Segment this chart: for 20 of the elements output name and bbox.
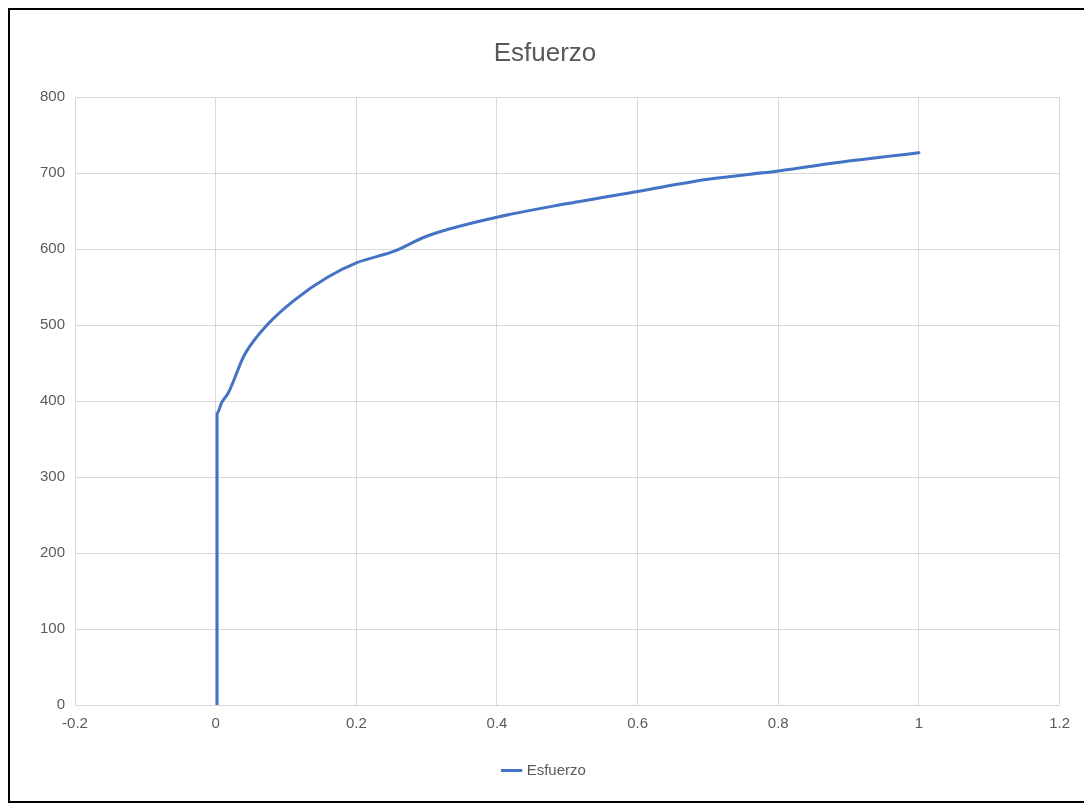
y-tick-label: 800: [40, 87, 66, 105]
y-tick-label: 700: [40, 163, 66, 181]
y-tick-label: 0: [56, 695, 66, 713]
y-tick-label: 400: [40, 391, 66, 409]
chart-title: Esfuerzo: [493, 36, 597, 67]
x-tick-label: 1.2: [1049, 714, 1070, 732]
x-tick-label: 0.6: [627, 714, 649, 732]
x-tick-label: 1: [914, 714, 924, 732]
x-tick-label: 0.4: [486, 714, 508, 732]
y-tick-label: 200: [40, 543, 66, 561]
legend-label: Esfuerzo: [526, 760, 586, 778]
x-tick-label: -0.2: [62, 714, 88, 732]
y-tick-label: 600: [40, 239, 66, 257]
x-tick-label: 0.2: [345, 714, 367, 732]
x-tick-label: 0.8: [767, 714, 789, 732]
y-tick-label: 100: [40, 619, 66, 637]
line-series: [215, 151, 921, 705]
y-tick-label: 500: [40, 315, 66, 333]
x-tick-label: 0: [211, 714, 220, 732]
y-tick-label: 300: [40, 467, 66, 485]
